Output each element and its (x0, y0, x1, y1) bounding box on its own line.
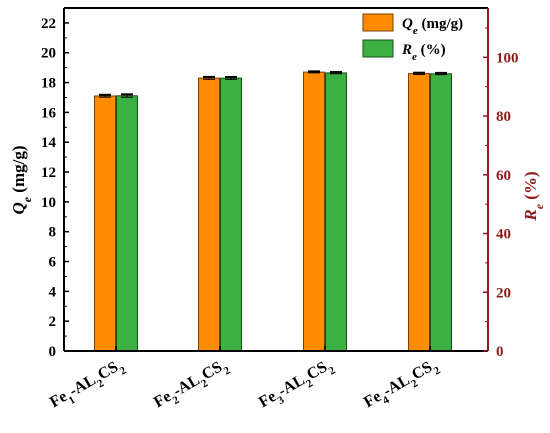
bar-series-2-cat-2 (220, 77, 242, 352)
legend-swatch (362, 39, 394, 58)
left-tick-label: 0 (49, 344, 57, 360)
legend: Qe (mg/g) Re (%) (362, 13, 463, 63)
error-bar-series-1-cat-4 (413, 71, 425, 76)
bar-series-2-cat-1 (116, 95, 138, 352)
right-tick-label: 60 (496, 168, 511, 184)
error-bar-series-1-cat-1 (99, 93, 111, 98)
error-bar-series-2-cat-1 (121, 93, 133, 98)
left-tick-label: 14 (41, 135, 57, 151)
error-bar-series-1-cat-2 (203, 75, 215, 80)
error-bar-series-2-cat-3 (330, 71, 342, 75)
right-tick-label: 100 (496, 50, 519, 66)
right-tick-label: 40 (496, 227, 511, 243)
bar-series-1-cat-4 (408, 73, 430, 352)
bars-layer (94, 70, 452, 352)
left-axis-title: Qe (mg/g) (9, 145, 34, 214)
bar-series-2-cat-4 (430, 73, 452, 352)
axis-titles: Qe (mg/g) Re (%) (9, 145, 546, 221)
left-tick-label: 18 (41, 76, 56, 92)
legend-item-2: Re (%) (362, 39, 446, 63)
bar-series-1-cat-2 (198, 77, 220, 352)
right-axis: 0 20 40 60 80 100 (483, 27, 519, 360)
left-tick-label: 8 (49, 225, 57, 241)
bar-series-1-cat-3 (303, 71, 325, 352)
right-axis-title: Re (%) (521, 171, 546, 221)
category-label: Fe3-AL2CS2 (256, 355, 338, 415)
left-tick-label: 6 (49, 255, 57, 271)
left-tick-label: 10 (41, 195, 56, 211)
legend-item-1: Qe (mg/g) (362, 13, 463, 37)
left-axis: 0 2 4 6 8 10 12 14 16 18 20 22 (41, 16, 69, 360)
legend-swatch (362, 13, 394, 32)
plot-frame (63, 7, 489, 352)
bar-series-1-cat-1 (94, 95, 116, 352)
category-axis: Fe1-AL2CS2 Fe2-AL2CS2 Fe3-AL2CS2 Fe4-AL2CS2 (47, 346, 443, 415)
left-tick-label: 12 (41, 165, 56, 181)
legend-label: Qe (mg/g) (402, 16, 463, 37)
category-label: Fe1-AL2CS2 (47, 355, 129, 415)
left-tick-label: 22 (41, 16, 56, 32)
right-tick-label: 80 (496, 109, 511, 125)
right-tick-label: 0 (496, 344, 504, 360)
bar-series-2-cat-3 (325, 72, 347, 352)
right-tick-label: 20 (496, 285, 511, 301)
left-tick-label: 20 (41, 46, 56, 62)
error-bar-series-2-cat-2 (225, 76, 237, 80)
left-tick-label: 16 (41, 105, 57, 121)
error-bar-series-2-cat-4 (435, 71, 447, 76)
left-tick-label: 2 (49, 314, 57, 330)
error-bar-series-1-cat-3 (308, 70, 320, 74)
category-label: Fe4-AL2CS2 (361, 355, 443, 415)
category-label: Fe2-AL2CS2 (151, 355, 233, 415)
legend-label: Re (%) (401, 42, 446, 63)
left-tick-label: 4 (49, 284, 57, 300)
